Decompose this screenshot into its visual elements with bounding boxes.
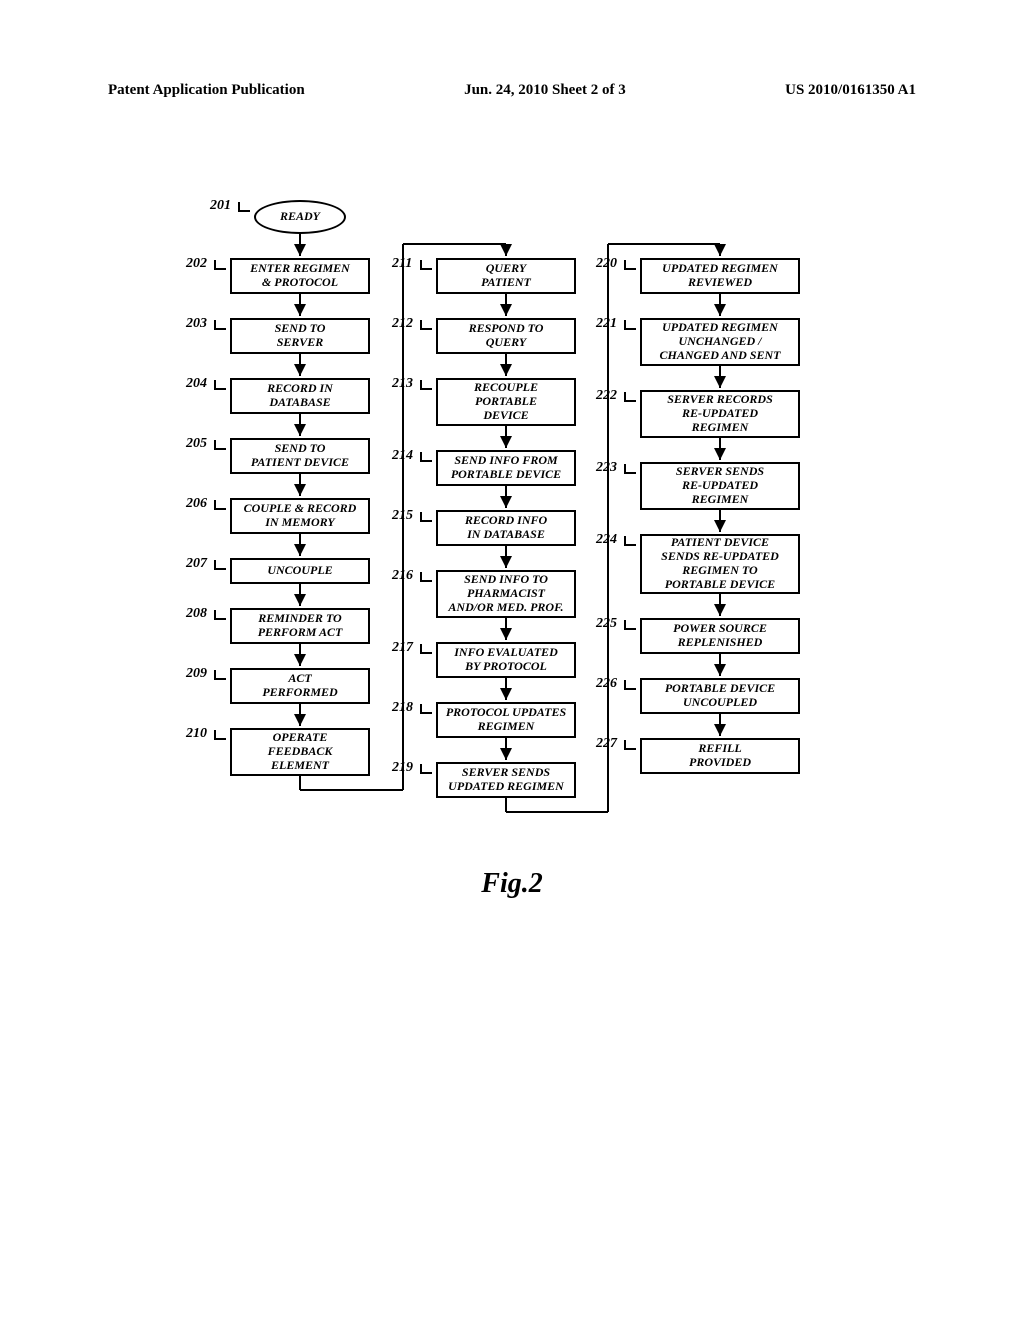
ref-tick-204 xyxy=(214,380,226,390)
ref-label-207: 207 xyxy=(186,556,207,572)
flow-step-203: SEND TOSERVER xyxy=(230,318,370,354)
ref-label-226: 226 xyxy=(596,676,617,692)
ref-label-211: 211 xyxy=(392,256,412,272)
ref-label-204: 204 xyxy=(186,376,207,392)
ref-label-225: 225 xyxy=(596,616,617,632)
ref-label-203: 203 xyxy=(186,316,207,332)
flow-step-213: RECOUPLEPORTABLEDEVICE xyxy=(436,378,576,426)
ref-tick-219 xyxy=(420,764,432,774)
flow-step-214: SEND INFO FROMPORTABLE DEVICE xyxy=(436,450,576,486)
ref-tick-213 xyxy=(420,380,432,390)
flow-step-215: RECORD INFOIN DATABASE xyxy=(436,510,576,546)
ref-label-212: 212 xyxy=(392,316,413,332)
header-right: US 2010/0161350 A1 xyxy=(785,82,916,110)
flow-step-207: UNCOUPLE xyxy=(230,558,370,584)
flow-step-212: RESPOND TOQUERY xyxy=(436,318,576,354)
ref-tick-217 xyxy=(420,644,432,654)
flow-step-206: COUPLE & RECORDIN MEMORY xyxy=(230,498,370,534)
patent-header: Patent Application Publication Jun. 24, … xyxy=(0,82,1024,110)
ref-tick-224 xyxy=(624,536,636,546)
ref-tick-208 xyxy=(214,610,226,620)
ref-tick-225 xyxy=(624,620,636,630)
flow-step-205: SEND TOPATIENT DEVICE xyxy=(230,438,370,474)
flow-step-222: SERVER RECORDSRE-UPDATEDREGIMEN xyxy=(640,390,800,438)
ref-tick-223 xyxy=(624,464,636,474)
flow-step-217: INFO EVALUATEDBY PROTOCOL xyxy=(436,642,576,678)
ref-label-210: 210 xyxy=(186,726,207,742)
ref-tick-206 xyxy=(214,500,226,510)
ref-label-220: 220 xyxy=(596,256,617,272)
ref-tick-202 xyxy=(214,260,226,270)
flow-step-226: PORTABLE DEVICEUNCOUPLED xyxy=(640,678,800,714)
flow-step-216: SEND INFO TOPHARMACISTAND/OR MED. PROF. xyxy=(436,570,576,618)
ref-tick-207 xyxy=(214,560,226,570)
ref-label-205: 205 xyxy=(186,436,207,452)
ref-tick-212 xyxy=(420,320,432,330)
figure-label: Fig.2 xyxy=(0,868,1024,900)
ref-label-216: 216 xyxy=(392,568,413,584)
flow-step-204: RECORD INDATABASE xyxy=(230,378,370,414)
ref-label-223: 223 xyxy=(596,460,617,476)
ref-tick-205 xyxy=(214,440,226,450)
ref-tick-215 xyxy=(420,512,432,522)
ref-label-221: 221 xyxy=(596,316,617,332)
ref-label-227: 227 xyxy=(596,736,617,752)
ref-label-208: 208 xyxy=(186,606,207,622)
ref-tick-216 xyxy=(420,572,432,582)
flow-step-210: OPERATEFEEDBACKELEMENT xyxy=(230,728,370,776)
ref-tick-209 xyxy=(214,670,226,680)
flow-step-211: QUERYPATIENT xyxy=(436,258,576,294)
ref-tick-201 xyxy=(238,202,250,212)
flow-step-218: PROTOCOL UPDATESREGIMEN xyxy=(436,702,576,738)
ref-tick-221 xyxy=(624,320,636,330)
header-left: Patent Application Publication xyxy=(108,82,305,110)
flow-step-220: UPDATED REGIMENREVIEWED xyxy=(640,258,800,294)
flow-step-208: REMINDER TOPERFORM ACT xyxy=(230,608,370,644)
flow-step-221: UPDATED REGIMENUNCHANGED /CHANGED AND SE… xyxy=(640,318,800,366)
ref-label-219: 219 xyxy=(392,760,413,776)
ref-label-202: 202 xyxy=(186,256,207,272)
ref-tick-210 xyxy=(214,730,226,740)
ref-tick-203 xyxy=(214,320,226,330)
flow-step-209: ACTPERFORMED xyxy=(230,668,370,704)
header-center: Jun. 24, 2010 Sheet 2 of 3 xyxy=(464,82,626,110)
flow-step-224: PATIENT DEVICESENDS RE-UPDATEDREGIMEN TO… xyxy=(640,534,800,594)
ref-tick-214 xyxy=(420,452,432,462)
ref-tick-222 xyxy=(624,392,636,402)
ref-tick-220 xyxy=(624,260,636,270)
ref-label-206: 206 xyxy=(186,496,207,512)
ref-label-222: 222 xyxy=(596,388,617,404)
flow-step-223: SERVER SENDSRE-UPDATEDREGIMEN xyxy=(640,462,800,510)
ref-tick-218 xyxy=(420,704,432,714)
ref-label-209: 209 xyxy=(186,666,207,682)
ref-label-215: 215 xyxy=(392,508,413,524)
flow-step-225: POWER SOURCEREPLENISHED xyxy=(640,618,800,654)
flow-step-201: READY xyxy=(254,200,346,234)
flow-step-202: ENTER REGIMEN& PROTOCOL xyxy=(230,258,370,294)
flow-step-227: REFILLPROVIDED xyxy=(640,738,800,774)
flow-step-219: SERVER SENDSUPDATED REGIMEN xyxy=(436,762,576,798)
ref-tick-226 xyxy=(624,680,636,690)
ref-label-224: 224 xyxy=(596,532,617,548)
ref-label-218: 218 xyxy=(392,700,413,716)
ref-label-201: 201 xyxy=(210,198,231,214)
ref-label-217: 217 xyxy=(392,640,413,656)
ref-label-214: 214 xyxy=(392,448,413,464)
ref-tick-227 xyxy=(624,740,636,750)
ref-tick-211 xyxy=(420,260,432,270)
ref-label-213: 213 xyxy=(392,376,413,392)
